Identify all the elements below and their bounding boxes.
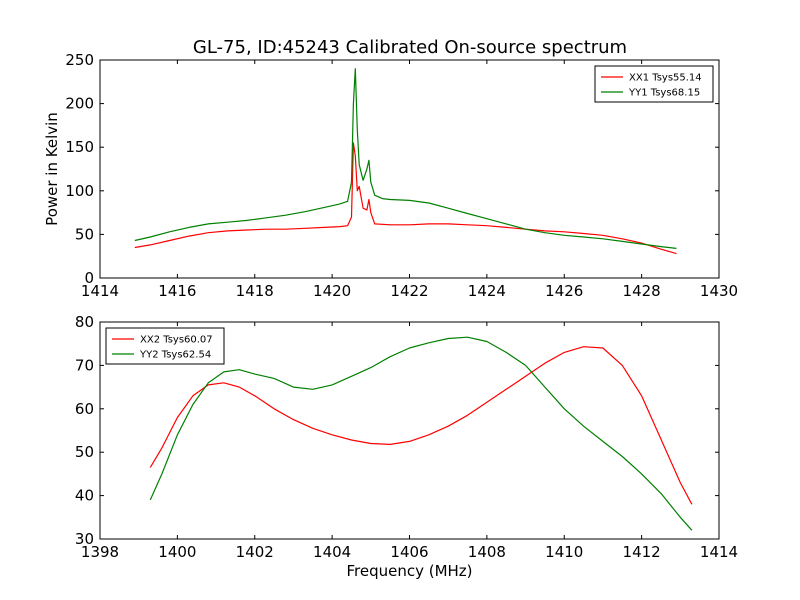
x-tick-label: 1398	[81, 543, 119, 561]
legend-entry: YY2 Tsys62.54	[139, 350, 211, 361]
x-tick-label: 1418	[236, 282, 274, 300]
y-tick-label: 60	[75, 400, 94, 418]
y-tick-label: 100	[65, 182, 94, 200]
y-tick-label: 80	[75, 313, 94, 331]
legend: XX2 Tsys60.07 YY2 Tsys62.54	[105, 327, 225, 365]
y-tick-label: 50	[75, 225, 94, 243]
legend-box	[594, 65, 714, 103]
x-tick-label: 1430	[700, 282, 738, 300]
y-tick-label: 150	[65, 138, 94, 156]
x-tick-label: 1400	[158, 543, 196, 561]
x-tick-label: 1414	[700, 543, 738, 561]
legend-entry: XX1 Tsys55.14	[629, 73, 702, 84]
x-tick-label: 1408	[468, 543, 506, 561]
y-axis-label: Power in Kelvin	[43, 112, 61, 226]
series-line-2-1	[149, 346, 693, 505]
subplot-1: 1414 1416 1418 1420 1422 1424 1426 1428 1430 0 50 1…	[43, 51, 738, 300]
y-tick-label: 200	[65, 95, 94, 113]
series-line-2-2	[149, 336, 693, 531]
y-tick-label: 0	[84, 269, 94, 287]
y-tick-label: 50	[75, 443, 94, 461]
x-tick-label: 1402	[236, 543, 274, 561]
x-axis-label: Frequency (MHz)	[346, 562, 472, 580]
y-tick-label: 250	[65, 51, 94, 69]
x-tick-label: 1404	[313, 543, 351, 561]
legend-entry: XX2 Tsys60.07	[140, 335, 213, 346]
x-tick-label: 1420	[313, 282, 351, 300]
x-tick-label: 1412	[623, 543, 661, 561]
x-tick-label: 1428	[623, 282, 661, 300]
y-tick-label: 70	[75, 356, 94, 374]
figure-title: GL-75, ID:45243 Calibrated On-source spe…	[193, 37, 627, 58]
x-tick-label: 1410	[545, 543, 583, 561]
series-line-1-1	[134, 142, 677, 255]
x-tick-label: 1426	[545, 282, 583, 300]
x-tick-label: 1414	[81, 282, 119, 300]
series-line-1-2	[134, 68, 677, 249]
x-tick-label: 1422	[390, 282, 428, 300]
legend-entry: YY1 Tsys68.15	[628, 88, 700, 99]
x-tick-label: 1424	[468, 282, 506, 300]
legend-box	[105, 327, 225, 365]
y-tick-label: 30	[75, 530, 94, 548]
x-tick-label: 1416	[158, 282, 196, 300]
x-tick-label: 1406	[390, 543, 428, 561]
legend: XX1 Tsys55.14 YY1 Tsys68.15	[594, 65, 714, 103]
y-tick-label: 40	[75, 487, 94, 505]
subplot-2: 1398 1400 1402 1404 1406 1408 1410 1412 1414 30 40…	[75, 313, 738, 580]
